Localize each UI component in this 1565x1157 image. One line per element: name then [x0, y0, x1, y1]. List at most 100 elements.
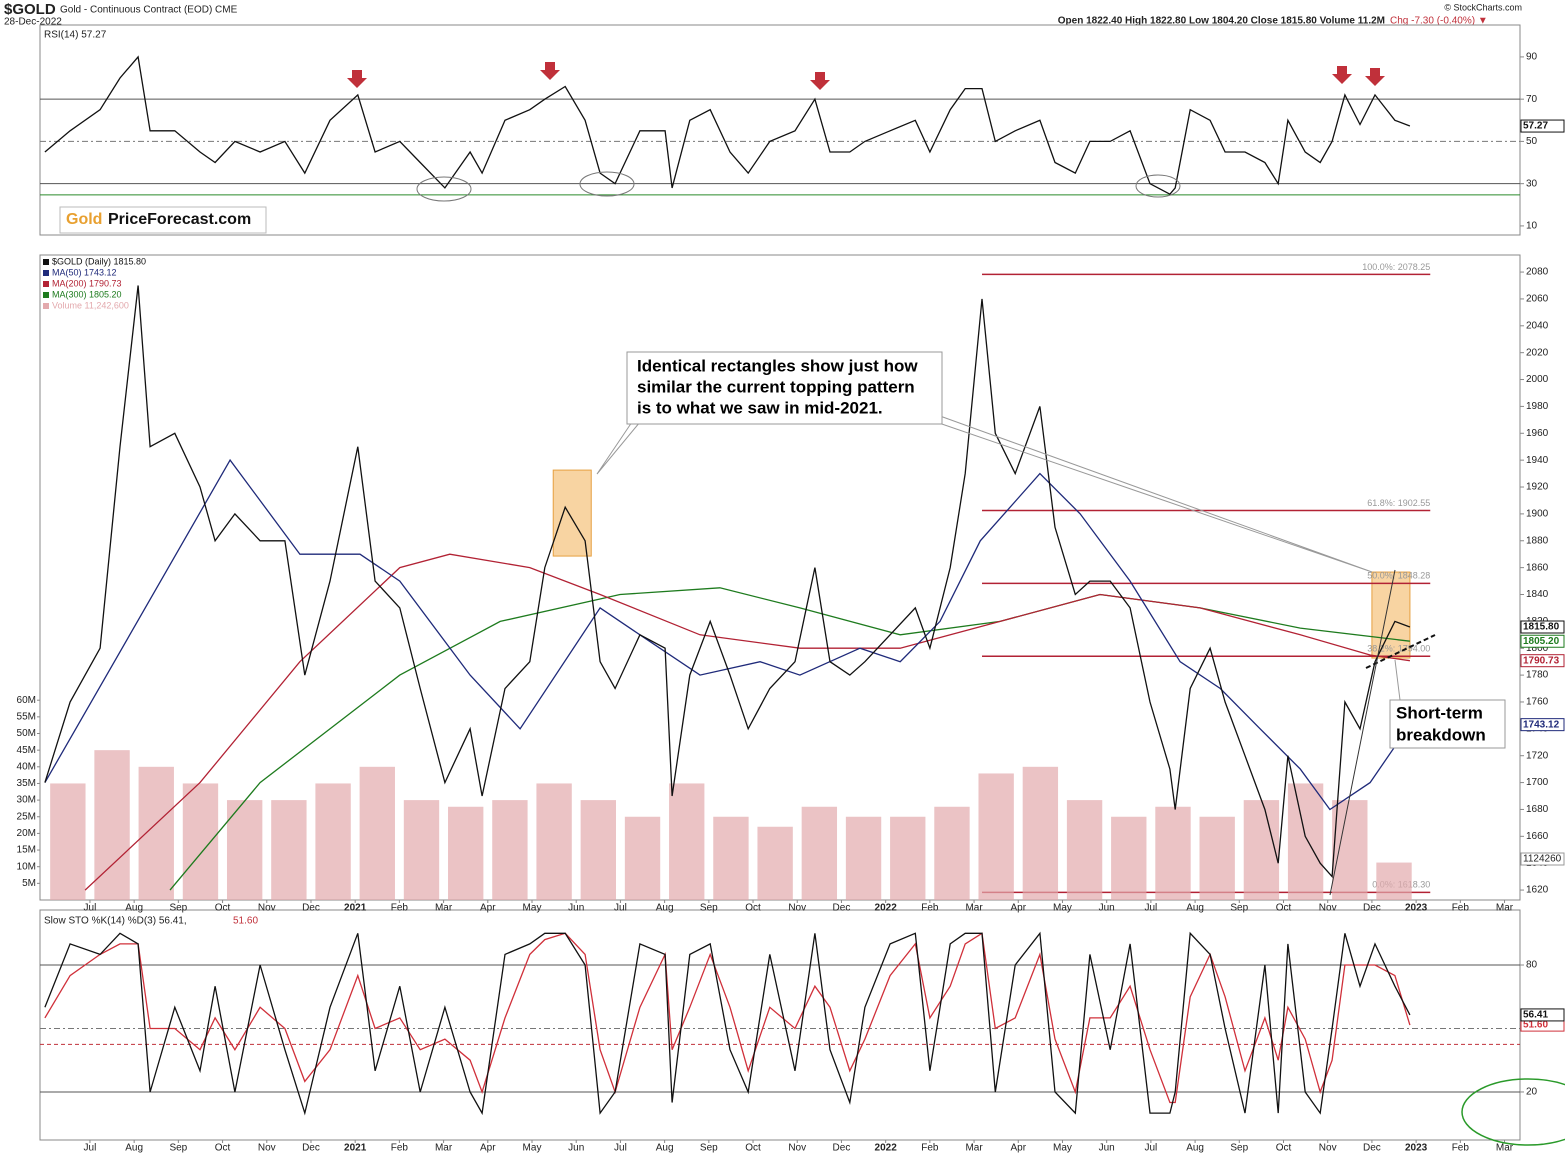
x-tick-label: Mar: [435, 903, 453, 914]
legend-entry: MA(300) 1805.20: [52, 289, 122, 299]
y-tick-label: 50: [1526, 136, 1538, 147]
volume-bar: [1066, 800, 1103, 900]
volume-bar: [226, 800, 263, 900]
volume-bar: [1376, 862, 1412, 900]
x-tick-label: Mar: [965, 1143, 983, 1154]
x-tick-label: Feb: [921, 1143, 939, 1154]
ellipse: [579, 171, 635, 197]
volume-bar: [1022, 766, 1059, 900]
y-tick-label: 1940: [1526, 455, 1549, 466]
x-tick-label: Jul: [1144, 903, 1157, 914]
x-tick-label: Jun: [1099, 903, 1115, 914]
y-tick-label: 1960: [1526, 428, 1549, 439]
fib-label: 61.8%: 1902.55: [1367, 498, 1430, 508]
logo-box: [59, 206, 267, 234]
x-tick-label: 2022: [875, 903, 898, 914]
volume-bar: [1155, 806, 1191, 900]
legend-entry: Volume 11,242,600: [52, 300, 129, 310]
instrument-name: Gold - Continuous Contract (EOD) CME: [60, 5, 238, 16]
legend-entry: $GOLD (Daily) 1815.80: [52, 256, 146, 266]
y-tick-label: 1900: [1526, 509, 1549, 520]
y2-tick-label: 50M: [17, 728, 36, 739]
x-tick-label: Feb: [391, 1143, 409, 1154]
y-tick-label: 2080: [1526, 267, 1549, 278]
value-tag: 1743.12: [1523, 719, 1560, 730]
legend-swatch: [43, 281, 49, 287]
x-tick-label: Jul: [84, 903, 97, 914]
callout-pointers: [596, 415, 1401, 701]
callout-text: Short-term: [1396, 703, 1483, 722]
y-tick-label: 1800: [1526, 643, 1549, 654]
value-tag-box: [1520, 620, 1565, 634]
pointer: [935, 415, 1373, 573]
y2-tick-label: 10M: [17, 861, 36, 872]
y-tick-label: 1680: [1526, 804, 1549, 815]
x-tick-label: Sep: [1230, 1143, 1248, 1154]
x-tick-label: Dec: [1363, 1143, 1381, 1154]
x-tick-label: Sep: [700, 903, 718, 914]
x-tick-label: Aug: [656, 1143, 674, 1154]
quote: Open 1822.40 High 1822.80 Low 1804.20 Cl…: [1058, 16, 1385, 27]
logo-gold: Gold: [66, 211, 102, 228]
arrow: [1365, 68, 1385, 86]
callout-text: Identical rectangles show just how: [637, 356, 918, 375]
volume-bar: [94, 750, 130, 900]
series-line: [44, 932, 1411, 1104]
x-tick-label: Jun: [1099, 1143, 1115, 1154]
x-tick-label: Apr: [1010, 1143, 1026, 1154]
x-tick-label: Oct: [1276, 903, 1292, 914]
x-tick-label: Mar: [1496, 1143, 1514, 1154]
value-tag: 1815.80: [1523, 622, 1560, 633]
x-tick-label: 2023: [1405, 1143, 1428, 1154]
y-tick-label: 1700: [1526, 777, 1549, 788]
y-tick-label: 20: [1526, 1087, 1538, 1098]
rsi-title: RSI(14) 57.27: [44, 30, 107, 41]
y-tick-label: 1880: [1526, 535, 1549, 546]
volume-bar: [50, 783, 86, 900]
layer: 103050709057.271620164016601680170017201…: [17, 52, 1565, 1154]
pointer: [596, 421, 641, 475]
series-line: [44, 458, 1411, 811]
x-tick-label: Dec: [302, 1143, 320, 1154]
y-tick-label: 2000: [1526, 374, 1549, 385]
volume-bar: [315, 783, 351, 900]
y2-tick-label: 5M: [22, 878, 36, 889]
x-tick-label: Oct: [1276, 1143, 1292, 1154]
y-tick-label: 30: [1526, 178, 1538, 189]
x-tick-label: Dec: [833, 1143, 851, 1154]
value-tag-box: [1520, 654, 1565, 668]
x-tick-label: Oct: [215, 1143, 231, 1154]
x-tick-label: May: [1053, 1143, 1072, 1154]
callout-box: [1389, 699, 1506, 749]
y-tick-label: 1720: [1526, 750, 1549, 761]
y2-tick-label: 55M: [17, 711, 36, 722]
y-tick-label: 2060: [1526, 294, 1549, 305]
value-tag: 56.41: [1523, 1010, 1548, 1021]
sto-ellipse: [1461, 1078, 1565, 1146]
volume-bar: [403, 800, 440, 900]
value-tag: 1124260: [1523, 854, 1562, 865]
legend-entry: MA(200) 1790.73: [52, 278, 122, 288]
fib-label: 38.2%: 1794.00: [1367, 644, 1430, 654]
x-tick-label: 2021: [344, 903, 367, 914]
y-tick-label: 70: [1526, 94, 1538, 105]
value-tag: 1790.73: [1523, 655, 1560, 666]
volume-bar: [448, 806, 484, 900]
y-tick-label: 1860: [1526, 562, 1549, 573]
y2-tick-label: 30M: [17, 795, 36, 806]
value-tag: 57.27: [1523, 121, 1548, 132]
trend-line: [1365, 634, 1436, 669]
x-tick-label: Nov: [258, 903, 276, 914]
volume-bar: [713, 816, 749, 900]
y-tick-label: 1840: [1526, 589, 1549, 600]
callout-text: breakdown: [1396, 725, 1486, 744]
volume-bar: [669, 783, 705, 900]
y-tick-label: 1920: [1526, 482, 1549, 493]
x-tick-label: Apr: [480, 903, 496, 914]
x-tick-label: Apr: [480, 1143, 496, 1154]
x-tick-label: Aug: [1186, 903, 1204, 914]
x-tick-label: Nov: [788, 1143, 806, 1154]
sto-title: Slow STO %K(14) %D(3) 56.41,: [44, 916, 187, 927]
arrow: [540, 62, 560, 80]
x-tick-label: Oct: [215, 903, 231, 914]
